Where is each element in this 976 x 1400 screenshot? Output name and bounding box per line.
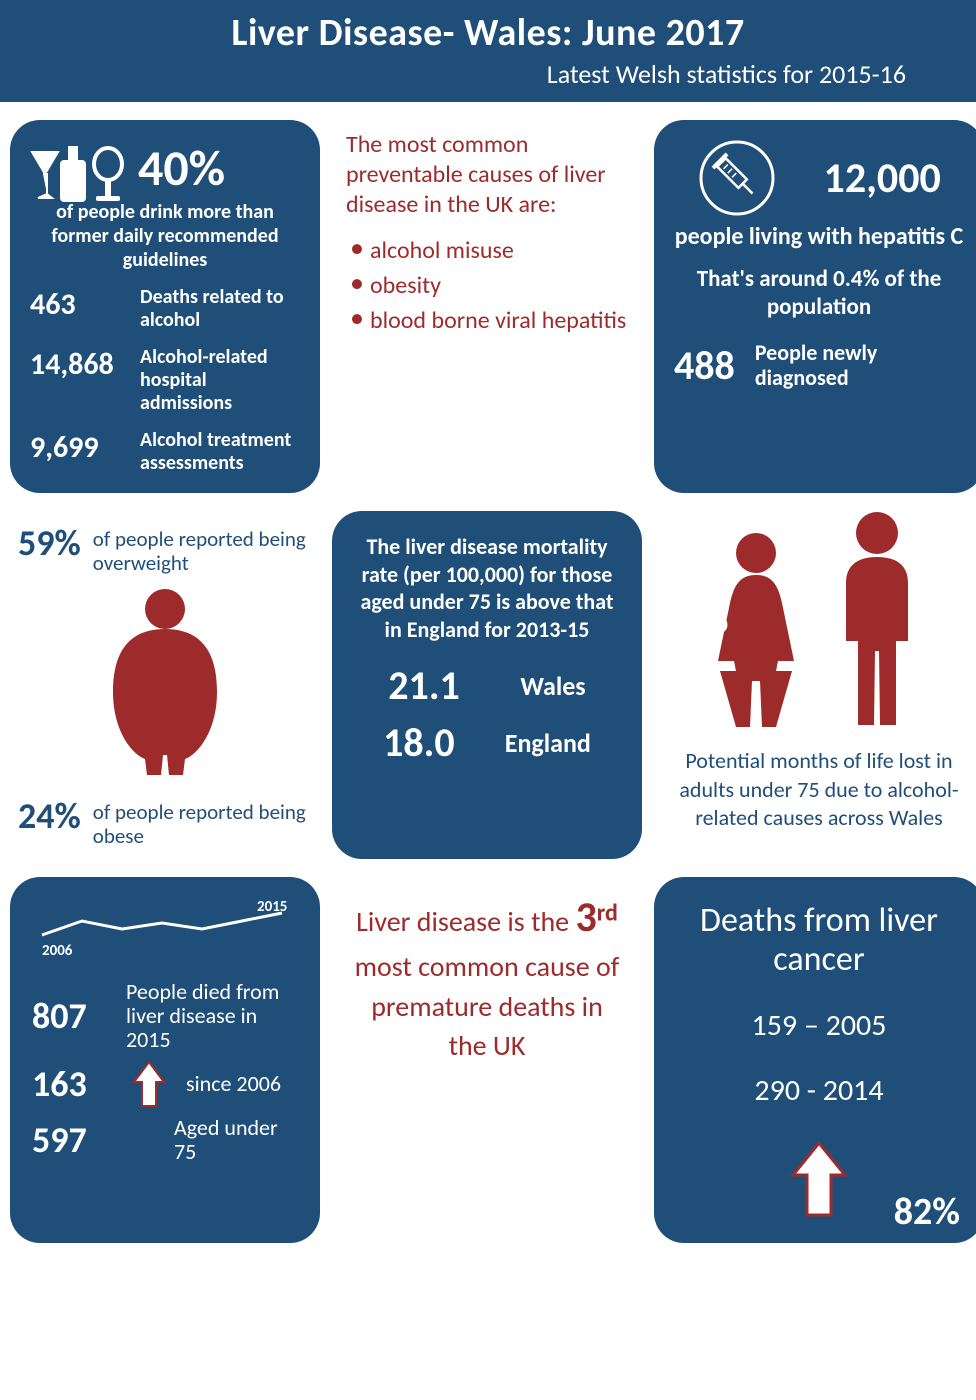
page-subtitle: Latest Welsh statistics for 2015-16 (30, 58, 946, 90)
hepatitis-c-card: 12,000 people living with hepatitis C Th… (654, 120, 976, 493)
third-cause-card: Liver disease is the 3rd most common cau… (332, 877, 642, 1243)
causes-card: The most common preventable causes of li… (332, 120, 642, 493)
died-txt: People died from liver disease in 2015 (126, 980, 298, 1053)
female-months: 6 (710, 599, 728, 643)
assessments-txt: Alcohol treatment assessments (140, 429, 300, 475)
assessments-num: 9,699 (30, 429, 130, 466)
alcohol-percent: 40% (138, 138, 225, 199)
trend-chart: 2006 2015 (32, 893, 298, 968)
obese-person-icon (95, 587, 235, 777)
drink-icons (30, 138, 130, 204)
admissions-txt: Alcohol-related hospital admissions (140, 346, 300, 415)
content-grid: 40% of people drink more than former dai… (0, 102, 976, 1253)
martini-bottle-wine-icon (30, 144, 130, 204)
cause-item: alcohol misuse (346, 236, 628, 265)
arrow-up-icon (789, 1139, 849, 1219)
third-cause-text: Liver disease is the 3rd most common cau… (350, 889, 624, 1065)
months-lost-text: Potential months of life lost in adults … (668, 747, 970, 833)
male-months: 13 (910, 531, 947, 575)
overweight-txt: of people reported being overweight (93, 521, 312, 575)
died-num: 807 (32, 994, 112, 1038)
hepc-count: 12,000 (824, 153, 941, 204)
arrow-up-icon (132, 1060, 166, 1108)
since-txt: since 2006 (186, 1072, 281, 1096)
liver-cancer-pct: 82% (894, 1189, 960, 1235)
deaths-2015-card: 2006 2015 807 People died from liver dis… (10, 877, 320, 1243)
mortality-title: The liver disease mortality rate (per 10… (358, 533, 616, 643)
cause-item: blood borne viral hepatitis (346, 306, 628, 335)
page-title: Liver Disease- Wales: June 2017 (30, 10, 946, 56)
liver-cancer-2005: 159 – 2005 (680, 1007, 958, 1044)
page-header: Liver Disease- Wales: June 2017 Latest W… (0, 0, 976, 102)
alcohol-card: 40% of people drink more than former dai… (10, 120, 320, 493)
deaths-alcohol-txt: Deaths related to alcohol (140, 286, 300, 332)
mortality-card: The liver disease mortality rate (per 10… (332, 511, 642, 859)
u75-txt: Aged under 75 (126, 1116, 298, 1164)
svg-text:2015: 2015 (257, 898, 287, 916)
svg-text:2006: 2006 (42, 942, 73, 960)
england-label: England (505, 727, 591, 759)
overweight-pct: 59% (18, 521, 81, 565)
months-lost-card: 6 13 Potential months of life lost in ad… (654, 511, 976, 859)
obese-pct: 24% (18, 794, 81, 838)
admissions-num: 14,868 (30, 346, 130, 383)
hepc-diag-num: 488 (674, 341, 735, 390)
obese-txt: of people reported being obese (93, 794, 312, 848)
liver-cancer-2014: 290 - 2014 (680, 1072, 958, 1109)
liver-cancer-card: Deaths from liver cancer 159 – 2005 290 … (654, 877, 976, 1243)
causes-title: The most common preventable causes of li… (346, 130, 628, 220)
hepc-diag-txt: People newly diagnosed (755, 341, 964, 389)
liver-cancer-title: Deaths from liver cancer (680, 901, 958, 979)
alcohol-percent-label: of people drink more than former daily r… (30, 200, 300, 272)
hepc-pct: That's around 0.4% of the population (674, 265, 964, 321)
u75-num: 597 (32, 1118, 112, 1162)
overweight-card: 59% of people reported being overweight … (10, 511, 320, 859)
since-num: 163 (32, 1062, 112, 1106)
hepc-sub: people living with hepatitis C (674, 222, 964, 251)
wales-label: Wales (520, 670, 585, 702)
england-value: 18.0 (383, 718, 455, 767)
syringe-icon (697, 138, 777, 218)
deaths-alcohol-num: 463 (30, 286, 130, 323)
wales-value: 21.1 (388, 661, 460, 710)
causes-list: alcohol misuse obesity blood borne viral… (346, 236, 628, 335)
cause-item: obesity (346, 271, 628, 300)
